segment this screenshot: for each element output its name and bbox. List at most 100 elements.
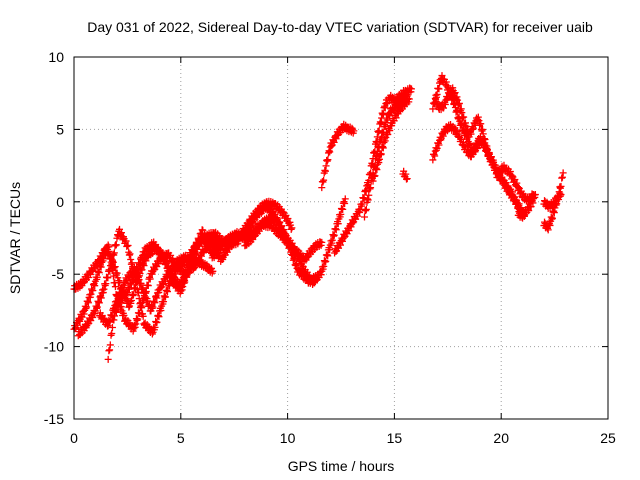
data-point [108,330,116,338]
data-point [153,318,161,326]
data-point [148,304,156,312]
data-point [345,227,353,235]
data-point [132,268,140,276]
data-point [152,318,160,326]
data-point [365,191,373,199]
data-point [160,292,168,300]
data-point [557,182,565,190]
data-point [295,253,303,261]
data-point [108,256,116,264]
data-point [284,215,292,223]
data-point [95,298,103,306]
data-point [160,253,168,261]
data-point [105,318,113,326]
data-point [155,289,163,297]
data-point [125,285,133,293]
data-point [332,225,340,233]
data-point [407,85,415,93]
data-point [339,205,347,213]
data-point [153,294,161,302]
data-point [280,226,288,234]
data-point [360,213,368,221]
data-point [112,241,120,249]
series-satellite-track-7 [318,120,358,192]
data-point [150,297,158,305]
data-point [149,303,157,311]
y-axis-label: SDTVAR / TECUs [7,182,23,294]
data-point [361,186,369,194]
data-point [162,293,170,301]
series-satellite-track-6 [241,195,349,288]
data-point [142,257,150,265]
x-tick-labels: 0 5 10 15 20 25 [70,430,616,446]
data-point [131,323,139,331]
data-point [151,299,159,307]
data-point [129,292,137,300]
data-point [163,288,171,296]
data-point [531,191,539,199]
series-satellite-track-16 [514,191,539,222]
data-point [317,271,325,279]
data-point [403,175,411,183]
series-satellite-track-14 [431,84,499,172]
data-point [107,311,115,319]
data-point [102,280,110,288]
data-point [134,315,142,323]
data-point [320,262,328,270]
x-tick-label: 20 [493,430,509,446]
data-point [129,291,137,299]
data-points [70,72,567,363]
data-point [99,289,107,297]
data-point [123,290,131,298]
axis-ticks [73,56,609,420]
data-point [106,341,114,349]
data-point [140,262,148,270]
data-point [146,275,154,283]
data-point [163,274,171,282]
data-point [158,249,166,257]
data-point [136,260,144,268]
data-point [122,237,130,245]
data-point [141,289,149,297]
data-point [324,252,332,260]
data-point [104,274,112,282]
data-point [337,210,345,218]
data-point [557,191,565,199]
data-point [334,220,342,228]
data-point [178,286,186,294]
x-tick-label: 0 [70,430,78,446]
x-tick-label: 15 [387,430,403,446]
data-point [460,113,468,121]
data-point [360,194,368,202]
data-point [163,286,171,294]
data-point [124,241,132,249]
data-point [354,212,362,220]
data-point [119,286,127,294]
x-tick-label: 5 [177,430,185,446]
data-point [105,247,113,255]
y-tick-label: -5 [52,266,65,282]
data-point [321,258,329,266]
data-point [117,229,125,237]
data-point [435,85,443,93]
data-point [106,267,114,275]
data-point [93,304,101,312]
data-point [323,251,331,259]
data-point [169,254,177,262]
data-point [110,249,118,257]
y-tick-label: 5 [56,121,64,137]
data-point [138,256,146,264]
data-point [104,322,112,330]
data-point [137,279,145,287]
data-point [157,306,165,314]
data-point [134,265,142,273]
data-point [189,263,197,271]
data-point [142,293,150,301]
x-tick-label: 10 [280,430,296,446]
data-point [405,95,413,103]
data-point [326,246,334,254]
data-point [151,293,159,301]
data-point [105,266,113,274]
data-point [558,174,566,182]
